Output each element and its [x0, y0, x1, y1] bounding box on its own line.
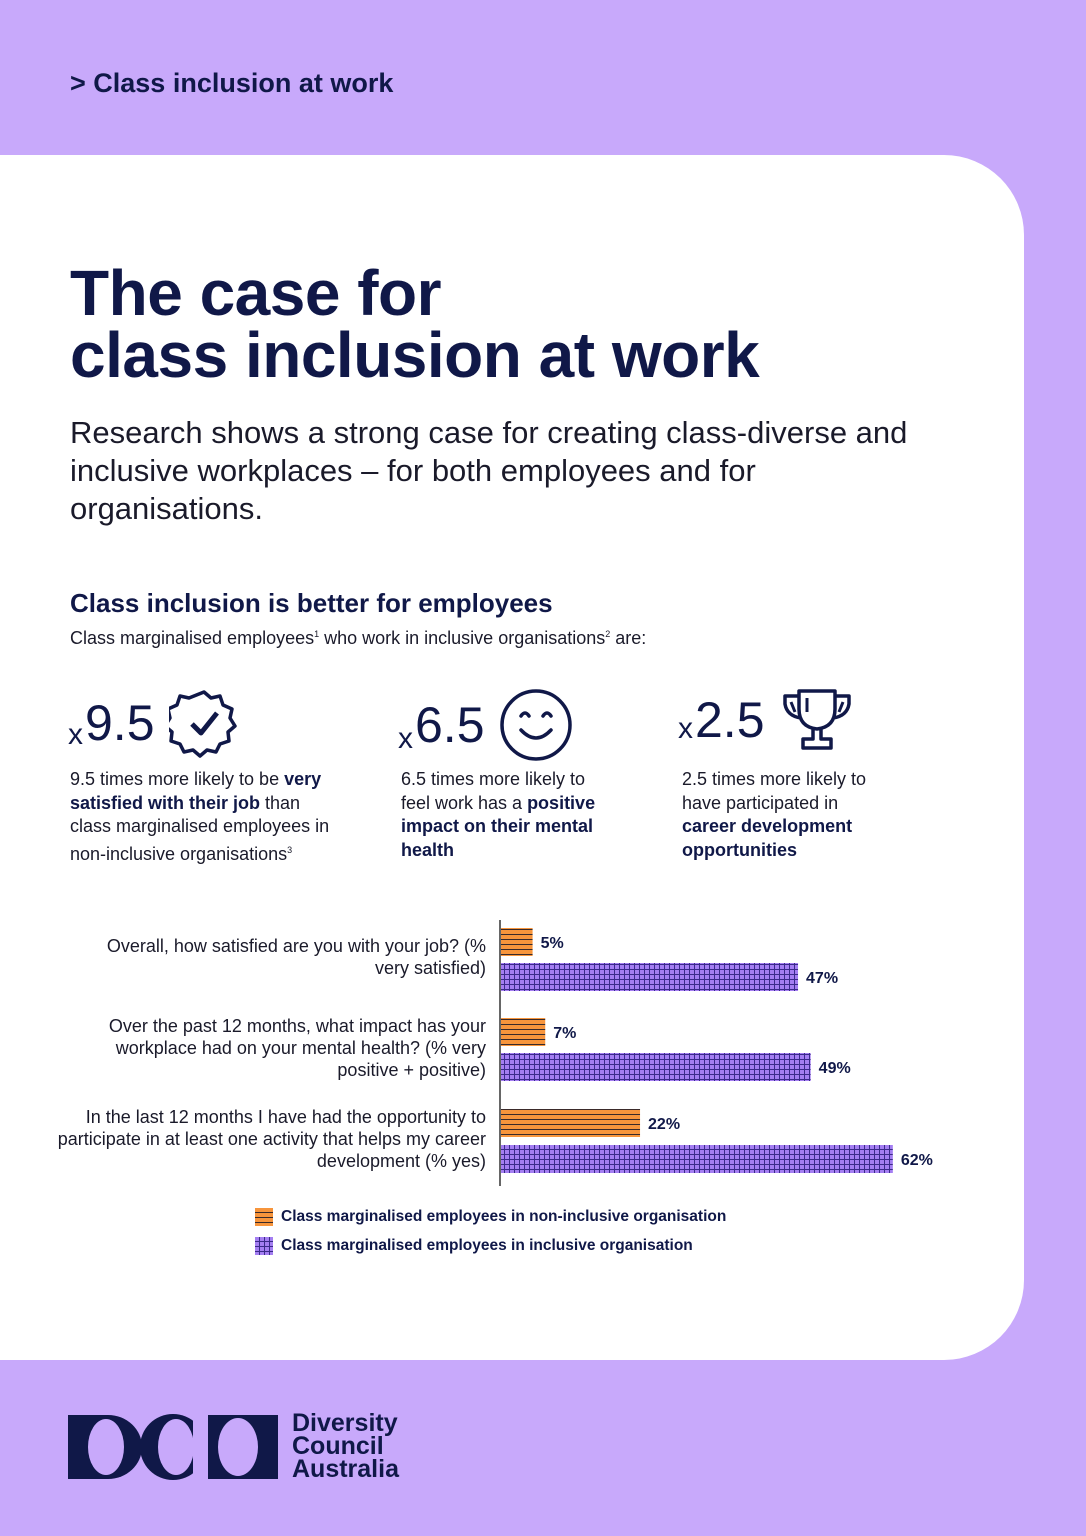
desc-bold: very satisfied with their job	[70, 769, 322, 813]
sub-a: Class marginalised employees	[70, 628, 315, 648]
bar-value-label: 5%	[541, 935, 564, 952]
logo-line-2: Council	[292, 1432, 384, 1460]
smiley-face-icon	[499, 689, 572, 761]
logo-line-1: Diversity	[292, 1409, 398, 1437]
bar-non-inclusive	[501, 1018, 546, 1046]
bar-value-label: 62%	[901, 1152, 933, 1169]
section-heading: Class inclusion is better for employees	[70, 588, 553, 618]
stat-value: 2.5	[695, 692, 765, 748]
bar-inclusive	[501, 1053, 811, 1081]
footnote-1: 1	[314, 629, 320, 639]
sub-b: who work in inclusive organisations	[319, 628, 606, 648]
sub-c: are:	[610, 628, 647, 648]
legend-item-inclusive: Class marginalised employees in inclusiv…	[255, 1237, 693, 1255]
bar-value-label: 49%	[819, 1060, 851, 1077]
page-title: The case for class inclusion at work	[70, 261, 760, 387]
stat-desc-1: 9.5 times more likely to be very satisfi…	[70, 768, 330, 866]
section-subtitle: Class marginalised employees1 who work i…	[70, 628, 646, 649]
bar-value-label: 47%	[806, 970, 838, 987]
bar-inclusive	[501, 963, 799, 991]
badge-check-icon	[168, 690, 237, 758]
footnote-3: 3	[287, 844, 293, 855]
desc-pre: 2.5 times more likely to have participat…	[682, 769, 867, 813]
desc-bold: positive impact on their mental health	[401, 792, 596, 860]
question-3: In the last 12 months I have had the opp…	[57, 1107, 486, 1171]
stat-prefix: x	[398, 722, 413, 755]
dca-logo: Diversity Council Australia	[68, 1409, 399, 1483]
trophy-icon	[782, 689, 851, 750]
intro-text: Research shows a strong case for creatin…	[70, 415, 908, 526]
title-line-1: The case for	[70, 257, 442, 329]
footnote-2: 2	[605, 629, 611, 639]
stat-career: x 2.5	[678, 688, 855, 752]
stat-desc-2: 6.5 times more likely to feel work has a…	[401, 768, 601, 862]
question-1: Overall, how satisfied are you with your…	[106, 936, 486, 978]
bar-non-inclusive	[501, 928, 533, 956]
stat-prefix: x	[678, 712, 693, 745]
dca-logo-mark	[68, 1413, 278, 1480]
title-line-2: class inclusion at work	[70, 319, 760, 391]
bar-value-label: 22%	[648, 1116, 680, 1133]
stat-satisfaction: x 9.5	[68, 688, 239, 758]
logo-line-3: Australia	[292, 1455, 399, 1483]
stat-mental-health: x 6.5	[398, 688, 573, 762]
desc-pre: 6.5 times more likely to feel work has a	[401, 769, 586, 813]
breadcrumb[interactable]: > Class inclusion at work	[70, 68, 394, 98]
legend-label: Class marginalised employees in inclusiv…	[281, 1237, 693, 1254]
bar-chart: 5% 47% 7% 49% 22% 62%	[499, 920, 933, 1186]
bar-value-label: 7%	[553, 1025, 576, 1042]
stat-prefix: x	[68, 718, 83, 751]
desc-pre: 9.5 times more likely to be	[70, 769, 285, 789]
legend-label: Class marginalised employees in non-incl…	[281, 1208, 727, 1225]
stat-value: 9.5	[85, 695, 155, 751]
desc-post: than class marginalised employees in non…	[70, 792, 330, 864]
stat-value: 6.5	[415, 697, 485, 753]
legend-item-non-inclusive: Class marginalised employees in non-incl…	[255, 1208, 726, 1226]
desc-bold: career development opportunities	[682, 816, 853, 860]
bar-inclusive	[501, 1145, 893, 1173]
stat-desc-3: 2.5 times more likely to have participat…	[682, 768, 892, 862]
question-2: Over the past 12 months, what impact has…	[108, 1016, 486, 1080]
legend-swatch-orange	[255, 1208, 273, 1226]
bar-non-inclusive	[501, 1109, 641, 1137]
legend-swatch-purple	[255, 1237, 273, 1255]
